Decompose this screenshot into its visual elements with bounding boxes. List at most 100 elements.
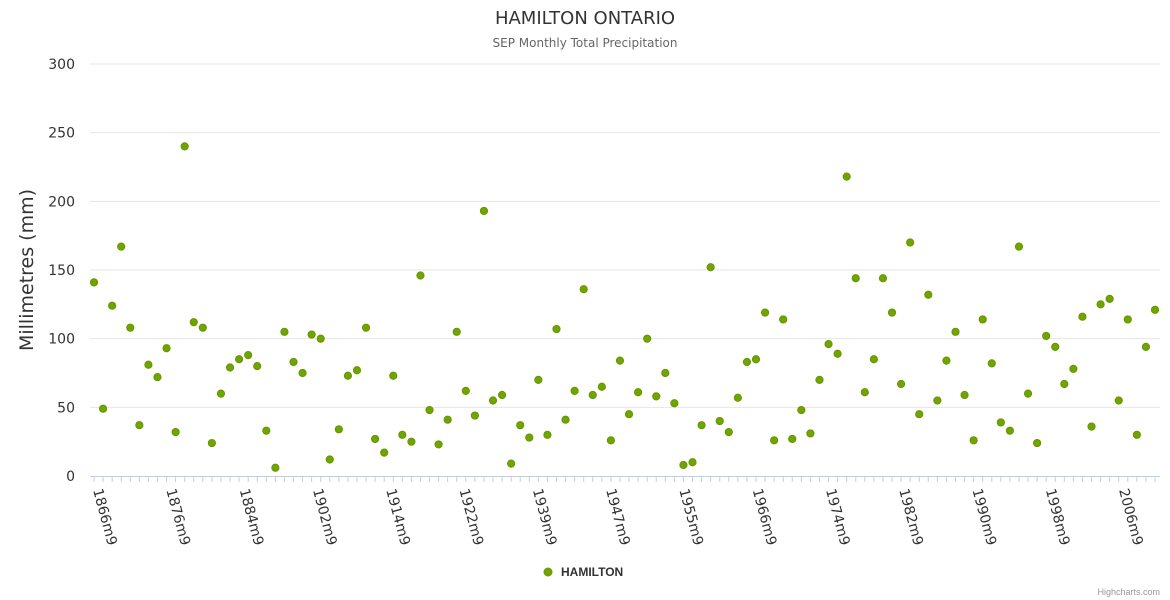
data-point[interactable] xyxy=(343,371,353,380)
data-point[interactable] xyxy=(887,308,897,317)
data-point[interactable] xyxy=(996,418,1005,427)
data-point[interactable] xyxy=(334,425,343,434)
data-point[interactable] xyxy=(153,373,162,382)
data-point[interactable] xyxy=(579,285,588,294)
data-point[interactable] xyxy=(180,142,189,151)
data-point[interactable] xyxy=(1123,315,1132,324)
data-point[interactable] xyxy=(724,427,733,437)
data-point[interactable] xyxy=(770,436,779,445)
data-point[interactable] xyxy=(488,396,498,405)
data-point[interactable] xyxy=(1132,430,1141,439)
data-point[interactable] xyxy=(198,323,207,332)
data-point[interactable] xyxy=(543,430,552,439)
data-point[interactable] xyxy=(896,379,906,389)
data-point[interactable] xyxy=(452,327,461,336)
data-point[interactable] xyxy=(425,405,434,415)
data-point[interactable] xyxy=(634,388,643,397)
data-point[interactable] xyxy=(661,368,670,378)
data-point[interactable] xyxy=(924,290,933,299)
data-point[interactable] xyxy=(824,340,833,349)
data-point[interactable] xyxy=(479,206,489,216)
data-point[interactable] xyxy=(244,351,253,360)
data-point[interactable] xyxy=(570,386,579,395)
data-point[interactable] xyxy=(652,392,661,401)
data-point[interactable] xyxy=(307,330,316,339)
data-point[interactable] xyxy=(280,327,289,336)
data-point[interactable] xyxy=(1051,342,1060,352)
data-point[interactable] xyxy=(643,334,652,343)
data-point[interactable] xyxy=(516,421,525,430)
data-point[interactable] xyxy=(117,242,126,251)
data-point[interactable] xyxy=(878,274,888,283)
data-point[interactable] xyxy=(371,434,380,444)
data-point[interactable] xyxy=(1069,364,1078,373)
data-point[interactable] xyxy=(443,415,452,424)
data-point[interactable] xyxy=(1105,294,1114,303)
data-point[interactable] xyxy=(969,436,978,445)
data-point[interactable] xyxy=(253,362,262,371)
data-point[interactable] xyxy=(352,366,362,375)
data-point[interactable] xyxy=(162,344,171,353)
data-point[interactable] xyxy=(806,429,815,438)
data-point[interactable] xyxy=(906,238,915,247)
data-point[interactable] xyxy=(470,411,479,420)
data-point[interactable] xyxy=(615,356,625,365)
data-point[interactable] xyxy=(1087,422,1096,431)
data-point[interactable] xyxy=(361,323,371,332)
data-point[interactable] xyxy=(1033,438,1042,448)
data-point[interactable] xyxy=(289,357,298,367)
data-point[interactable] xyxy=(216,389,226,398)
data-point[interactable] xyxy=(624,410,634,419)
data-point[interactable] xyxy=(225,363,235,372)
data-point[interactable] xyxy=(679,460,688,470)
data-point[interactable] xyxy=(434,440,443,449)
data-point[interactable] xyxy=(733,393,742,402)
data-point[interactable] xyxy=(1042,331,1051,341)
data-point[interactable] xyxy=(407,437,416,446)
data-point[interactable] xyxy=(398,430,407,439)
data-point[interactable] xyxy=(416,271,425,280)
data-point[interactable] xyxy=(788,434,797,444)
data-point[interactable] xyxy=(271,463,280,472)
data-point[interactable] xyxy=(1060,379,1069,389)
data-point[interactable] xyxy=(851,274,860,283)
data-point[interactable] xyxy=(389,371,398,380)
data-point[interactable] xyxy=(588,390,597,400)
data-point[interactable] xyxy=(207,438,216,448)
data-point[interactable] xyxy=(933,396,942,405)
data-point[interactable] xyxy=(126,323,135,332)
data-point[interactable] xyxy=(135,421,144,430)
data-point[interactable] xyxy=(597,382,606,391)
data-point[interactable] xyxy=(706,263,715,272)
data-point[interactable] xyxy=(507,459,516,468)
data-point[interactable] xyxy=(951,327,960,336)
data-point[interactable] xyxy=(298,368,307,378)
data-point[interactable] xyxy=(1096,300,1105,309)
data-point[interactable] xyxy=(189,318,198,327)
data-point[interactable] xyxy=(1005,426,1015,435)
data-point[interactable] xyxy=(688,458,697,467)
data-point[interactable] xyxy=(715,416,724,426)
data-point[interactable] xyxy=(380,448,389,457)
data-point[interactable] xyxy=(670,399,679,408)
data-point[interactable] xyxy=(779,315,788,324)
data-point[interactable] xyxy=(942,356,951,365)
data-point[interactable] xyxy=(815,375,824,384)
data-point[interactable] xyxy=(1014,242,1024,251)
data-point[interactable] xyxy=(742,357,752,367)
data-point[interactable] xyxy=(987,359,996,368)
data-point[interactable] xyxy=(316,334,325,343)
data-point[interactable] xyxy=(1141,342,1151,352)
data-point[interactable] xyxy=(960,390,969,400)
data-point[interactable] xyxy=(606,436,615,445)
data-point[interactable] xyxy=(234,355,244,364)
data-point[interactable] xyxy=(1114,396,1123,405)
data-point[interactable] xyxy=(325,455,334,464)
data-point[interactable] xyxy=(552,324,561,334)
data-point[interactable] xyxy=(144,360,153,369)
data-point[interactable] xyxy=(108,301,117,310)
data-point[interactable] xyxy=(89,278,99,287)
data-point[interactable] xyxy=(860,388,869,397)
data-point[interactable] xyxy=(461,386,470,395)
data-point[interactable] xyxy=(1023,389,1033,398)
